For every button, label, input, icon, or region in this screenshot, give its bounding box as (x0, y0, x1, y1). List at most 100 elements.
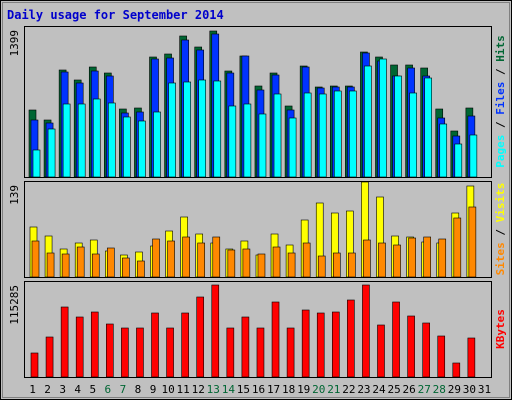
bar-sites-day-26 (408, 237, 416, 278)
x-label-day-25: 25 (387, 383, 400, 396)
bar-pages-day-20 (318, 93, 327, 178)
x-label-day-18: 18 (282, 383, 295, 396)
x-label-day-21: 21 (327, 383, 340, 396)
x-label-day-17: 17 (267, 383, 280, 396)
bar-pages-day-10 (168, 82, 176, 178)
x-label-day-28: 28 (433, 383, 446, 396)
bar-sites-day-21 (332, 252, 341, 278)
x-label-day-6: 6 (105, 383, 112, 396)
bar-sites-day-27 (423, 236, 431, 278)
bar-pages-day-17 (273, 93, 282, 178)
bar-kbytes-day-17 (271, 301, 280, 378)
bar-pages-day-1 (32, 149, 41, 178)
x-label-day-2: 2 (44, 383, 51, 396)
chart-title: Daily usage for September 2014 (7, 8, 224, 22)
bar-kbytes-day-9 (151, 312, 159, 378)
series-label-hits-files-pages: Pages / Files / Hits (494, 35, 507, 168)
bar-sites-day-11 (182, 236, 190, 278)
x-label-day-24: 24 (372, 383, 386, 396)
bar-sites-day-20 (317, 255, 326, 278)
y-max-label-hits-files-pages: 1399 (8, 30, 21, 57)
y-max-labels: 1399 139 115285 (8, 30, 21, 325)
panel-kbytes (24, 281, 492, 378)
series-label-part: Files (494, 82, 507, 115)
x-label-day-15: 15 (237, 383, 250, 396)
x-label-day-5: 5 (89, 383, 96, 396)
bar-pages-day-26 (409, 92, 417, 178)
bar-sites-day-15 (242, 248, 251, 278)
bar-pages-day-14 (228, 105, 237, 178)
bar-sites-day-19 (302, 242, 311, 278)
x-label-day-27: 27 (418, 383, 431, 396)
x-label-day-19: 19 (297, 383, 310, 396)
bar-pages-day-24 (379, 58, 387, 178)
bar-sites-day-9 (152, 238, 160, 278)
bar-kbytes-day-3 (60, 306, 69, 378)
series-label-part: Pages (494, 135, 507, 168)
x-label-day-20: 20 (312, 383, 325, 396)
bar-kbytes-day-25 (392, 301, 400, 378)
series-label-part: Visits (494, 183, 507, 223)
bar-pages-day-3 (62, 103, 71, 178)
bar-pages-day-28 (439, 123, 448, 178)
x-label-day-12: 12 (192, 383, 205, 396)
x-label-day-10: 10 (161, 383, 174, 396)
bar-sites-day-10 (167, 240, 175, 278)
bar-kbytes-day-13 (211, 284, 220, 378)
bar-pages-day-21 (333, 90, 342, 178)
bar-kbytes-day-21 (331, 311, 340, 378)
bar-kbytes-day-29 (452, 362, 461, 378)
bar-pages-day-18 (288, 117, 297, 178)
bar-pages-day-29 (454, 143, 463, 178)
x-label-day-16: 16 (252, 383, 265, 396)
bar-pages-day-19 (303, 92, 312, 178)
x-label-day-9: 9 (150, 383, 157, 396)
bar-kbytes-day-2 (45, 336, 54, 378)
bar-sites-day-16 (257, 253, 266, 278)
series-label-part: Hits (494, 35, 507, 62)
bar-sites-day-24 (378, 242, 386, 278)
panel-hits-files-pages (24, 26, 492, 178)
bar-pages-day-9 (153, 111, 161, 178)
bar-sites-day-18 (287, 252, 296, 278)
bar-kbytes-day-11 (181, 312, 189, 378)
bar-pages-day-4 (77, 103, 86, 178)
x-label-day-14: 14 (222, 383, 236, 396)
bar-sites-day-23 (363, 239, 371, 278)
bar-pages-day-22 (349, 90, 357, 178)
y-max-label-visits-sites: 139 (8, 185, 21, 205)
bar-sites-day-14 (227, 249, 236, 278)
series-label-part: / (494, 62, 507, 82)
bar-kbytes-day-24 (377, 324, 385, 378)
bar-sites-day-12 (197, 242, 206, 278)
bar-pages-day-27 (424, 77, 432, 178)
x-label-day-11: 11 (177, 383, 190, 396)
series-label-visits-sites: Sites / Visits (494, 183, 507, 276)
bar-pages-day-5 (92, 98, 101, 178)
bar-kbytes-day-22 (347, 299, 355, 378)
x-label-day-31: 31 (478, 383, 491, 396)
x-label-day-29: 29 (448, 383, 461, 396)
bar-sites-day-1 (31, 240, 40, 278)
chart-panels (24, 26, 492, 378)
bar-pages-day-23 (364, 65, 372, 178)
bar-kbytes-day-5 (90, 311, 99, 378)
series-label-part: Sites (494, 242, 507, 275)
series-label-part: KBytes (494, 309, 507, 349)
bar-pages-day-15 (243, 103, 252, 178)
bar-kbytes-day-18 (286, 327, 295, 378)
bar-sites-day-5 (91, 253, 100, 278)
chart-bars (28, 30, 478, 378)
x-label-day-3: 3 (59, 383, 66, 396)
bar-sites-day-22 (348, 252, 356, 278)
series-labels: Pages / Files / Hits Sites / Visits KBytes (494, 35, 507, 349)
bar-sites-day-28 (438, 238, 447, 278)
x-label-day-23: 23 (357, 383, 370, 396)
bar-sites-day-25 (393, 244, 401, 278)
bar-pages-day-7 (123, 116, 131, 178)
bar-sites-day-8 (137, 260, 145, 278)
bar-kbytes-day-10 (166, 327, 174, 378)
bar-kbytes-day-4 (75, 316, 84, 378)
